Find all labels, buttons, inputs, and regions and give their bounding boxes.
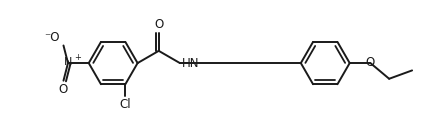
Text: Cl: Cl [120, 98, 131, 111]
Text: +: + [74, 53, 81, 62]
Text: ⁻O: ⁻O [44, 31, 60, 44]
Text: N: N [64, 57, 72, 67]
Text: O: O [59, 83, 68, 96]
Text: O: O [366, 56, 375, 69]
Text: O: O [154, 18, 163, 31]
Text: HN: HN [182, 57, 199, 70]
